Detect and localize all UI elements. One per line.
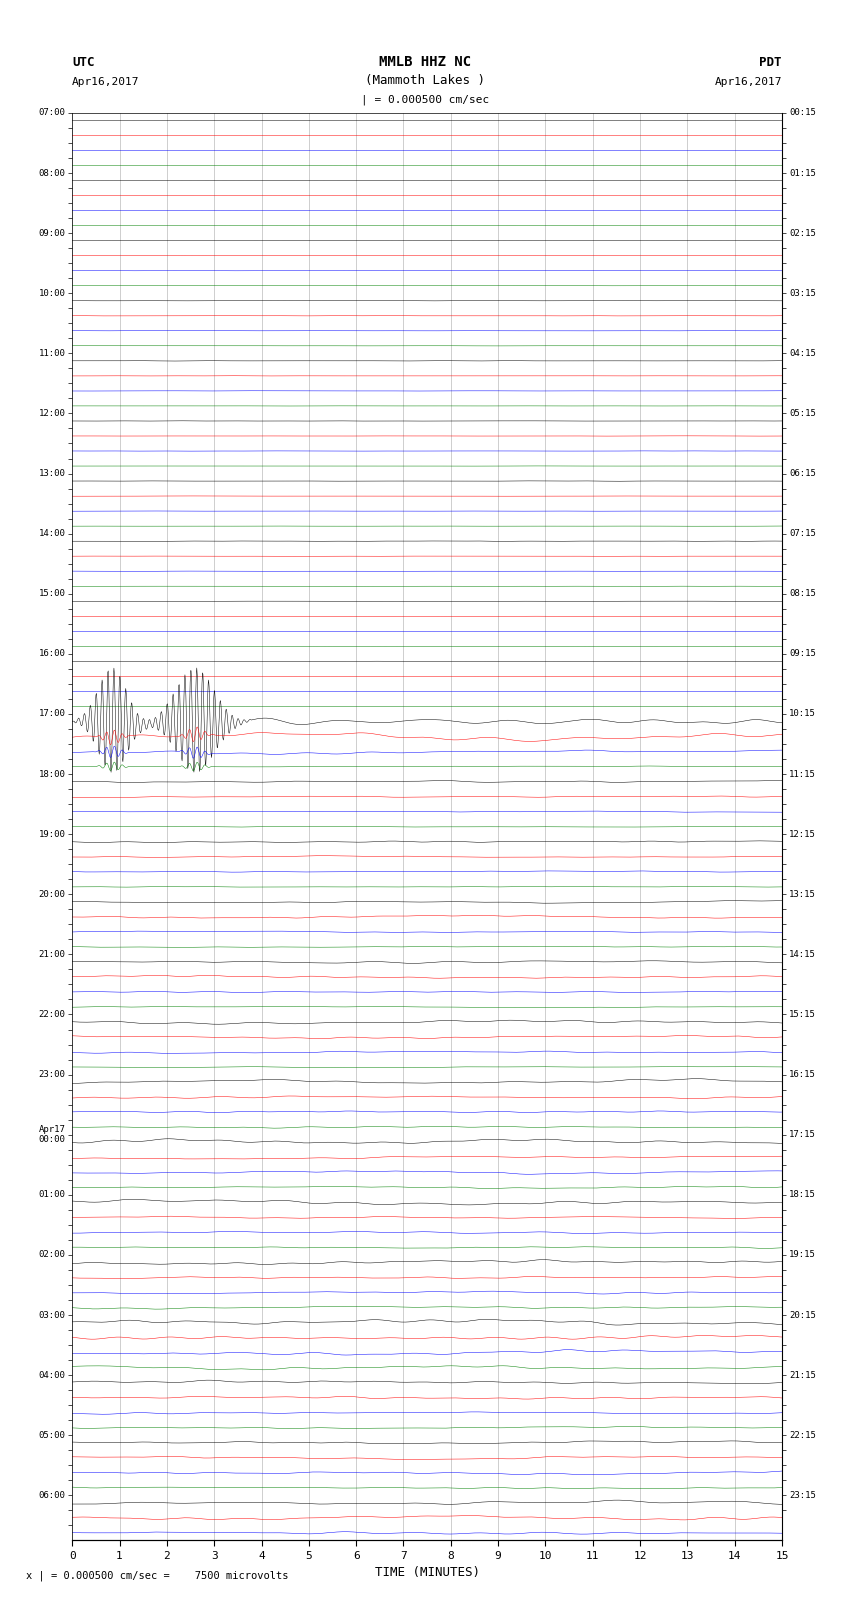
Text: MMLB HHZ NC: MMLB HHZ NC bbox=[379, 55, 471, 69]
Text: PDT: PDT bbox=[760, 56, 782, 69]
Text: x | = 0.000500 cm/sec =    7500 microvolts: x | = 0.000500 cm/sec = 7500 microvolts bbox=[26, 1569, 288, 1581]
Text: Apr16,2017: Apr16,2017 bbox=[72, 77, 139, 87]
X-axis label: TIME (MINUTES): TIME (MINUTES) bbox=[375, 1566, 479, 1579]
Text: | = 0.000500 cm/sec: | = 0.000500 cm/sec bbox=[361, 94, 489, 105]
Text: (Mammoth Lakes ): (Mammoth Lakes ) bbox=[365, 74, 485, 87]
Text: Apr16,2017: Apr16,2017 bbox=[715, 77, 782, 87]
Text: UTC: UTC bbox=[72, 56, 94, 69]
